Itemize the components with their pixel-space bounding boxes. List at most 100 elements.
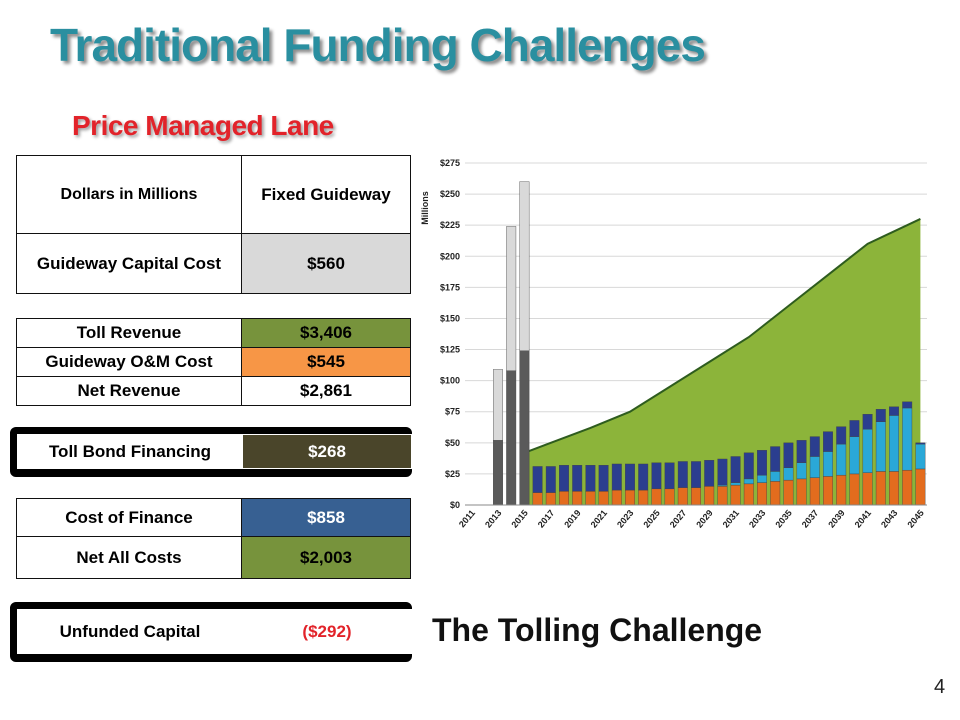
x-tick-label: 2045	[905, 508, 926, 530]
bar-segment	[849, 473, 860, 506]
bar-segment	[532, 492, 543, 506]
bar-segment	[770, 446, 781, 472]
unfunded-label: Unfunded Capital	[17, 609, 243, 654]
bar-segment	[506, 370, 517, 506]
bar-segment	[809, 436, 820, 457]
bar-segment	[836, 426, 847, 445]
bar-segment	[664, 488, 675, 506]
y-tick-label: $225	[440, 220, 460, 230]
y-axis-ticks: $0 $25 $50 $75 $100 $125 $150 $175 $200 $225 $250 $…	[440, 158, 460, 510]
bar-segment	[823, 451, 833, 477]
x-tick-label: 2033	[747, 508, 768, 530]
net-all-value: $2,003	[241, 536, 411, 579]
y-tick-label: $0	[450, 500, 460, 510]
bar-segment	[783, 467, 794, 481]
x-tick-label: 2011	[457, 508, 477, 529]
bar-segment	[783, 442, 794, 468]
bar-segment	[783, 479, 794, 506]
bar-segment	[915, 442, 926, 445]
bar-segment	[664, 462, 675, 490]
slide-title: Traditional Funding Challenges	[50, 19, 706, 71]
bar-segment	[889, 415, 899, 472]
bar-segment	[796, 440, 807, 463]
x-tick-label: 2043	[879, 508, 900, 530]
bar-segment	[849, 420, 860, 437]
bar-segment	[651, 462, 662, 490]
bar-segment	[572, 491, 583, 506]
bar-segment	[611, 463, 622, 491]
bar-segment	[559, 491, 569, 506]
chart-bars	[493, 181, 926, 506]
y-tick-label: $75	[445, 407, 460, 417]
bar-segment	[757, 482, 767, 506]
bar-segment	[902, 469, 913, 506]
capital-value: $560	[241, 233, 411, 294]
bar-segment	[677, 461, 688, 488]
x-tick-label: 2041	[853, 508, 874, 530]
bar-segment	[625, 489, 635, 506]
bar-segment	[598, 465, 609, 492]
capital-table: Dollars in Millions Fixed Guideway Guide…	[16, 155, 411, 294]
bar-segment	[889, 471, 899, 506]
bar-segment	[532, 466, 543, 493]
bar-segment	[519, 181, 530, 351]
bar-segment	[717, 458, 728, 486]
bar-segment	[875, 471, 886, 506]
bar-segment	[823, 431, 833, 452]
unfunded-value: ($292)	[242, 609, 412, 654]
x-tick-label: 2025	[641, 508, 662, 530]
y-tick-label: $200	[440, 251, 460, 261]
cost-finance-value: $858	[241, 498, 411, 537]
x-tick-label: 2019	[562, 508, 583, 530]
net-revenue-value: $2,861	[241, 376, 411, 406]
bar-segment	[796, 462, 807, 480]
net-all-label: Net All Costs	[16, 536, 242, 579]
bar-segment	[770, 481, 781, 506]
bar-segment	[915, 443, 926, 470]
unfunded-table: Unfunded Capital ($292)	[17, 609, 412, 654]
x-tick-label: 2039	[826, 508, 847, 530]
bar-segment	[757, 474, 767, 483]
bar-segment	[585, 491, 596, 506]
bar-segment	[638, 463, 649, 491]
bar-segment	[809, 456, 820, 478]
bar-segment	[862, 414, 873, 430]
bar-segment	[849, 436, 860, 475]
bar-segment	[889, 406, 899, 416]
y-tick-label: $250	[440, 189, 460, 199]
bar-segment	[875, 409, 886, 422]
y-axis-label: Millions	[420, 191, 430, 225]
net-revenue-label: Net Revenue	[16, 376, 242, 406]
x-tick-label: 2015	[509, 508, 530, 530]
bar-segment	[743, 483, 754, 506]
bar-segment	[585, 465, 596, 492]
bar-segment	[493, 369, 503, 441]
capital-label: Guideway Capital Cost	[16, 233, 242, 294]
toll-revenue-label: Toll Revenue	[16, 318, 242, 348]
bar-segment	[611, 489, 622, 506]
bond-label: Toll Bond Financing	[17, 434, 243, 469]
bar-segment	[796, 478, 807, 506]
bar-segment	[651, 488, 662, 506]
om-cost-label: Guideway O&M Cost	[16, 347, 242, 377]
bar-segment	[545, 466, 556, 493]
bar-segment	[559, 465, 569, 492]
x-tick-label: 2029	[694, 508, 715, 530]
y-tick-label: $175	[440, 282, 460, 292]
om-cost-value: $545	[241, 347, 411, 377]
finance-table: Cost of Finance $858 Net All Costs $2,00…	[16, 498, 411, 579]
bar-segment	[862, 472, 873, 506]
bar-segment	[493, 440, 503, 506]
bond-value: $268	[242, 434, 412, 469]
bar-segment	[915, 468, 926, 506]
cost-finance-label: Cost of Finance	[16, 498, 242, 537]
bar-segment	[743, 452, 754, 480]
x-tick-label: 2027	[668, 508, 689, 530]
toll-revenue-area	[524, 218, 921, 506]
y-tick-label: $25	[445, 469, 460, 479]
bar-segment	[704, 486, 715, 506]
bar-segment	[625, 463, 635, 491]
bar-segment	[691, 461, 701, 488]
slide-subtitle: Price Managed Lane	[72, 110, 334, 141]
y-tick-label: $50	[445, 438, 460, 448]
